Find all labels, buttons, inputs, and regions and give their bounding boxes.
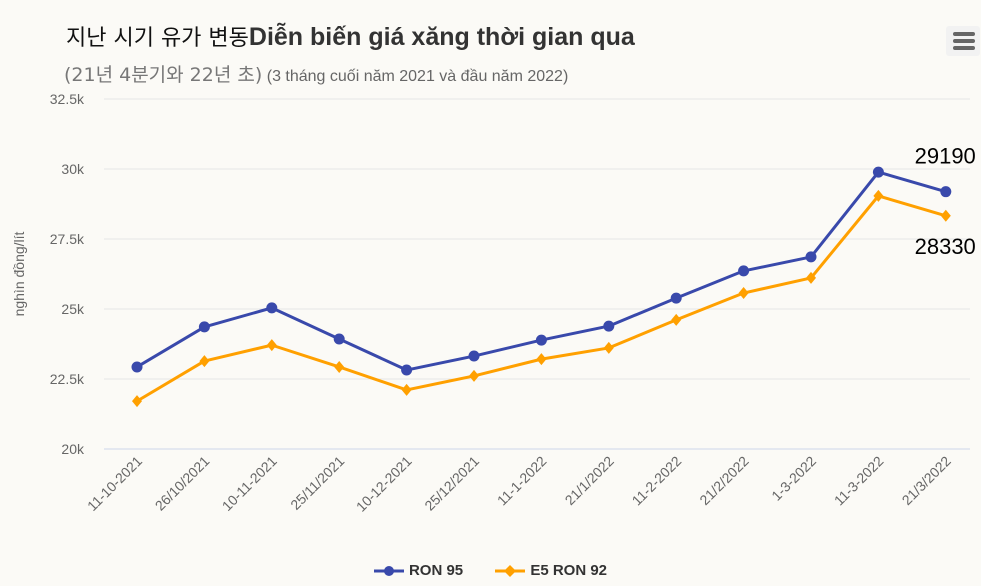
data-point — [333, 333, 345, 345]
data-point — [198, 321, 210, 333]
data-point — [603, 320, 615, 332]
data-point — [131, 361, 143, 373]
x-tick-label: 10-12-2021 — [353, 453, 415, 515]
hamburger-icon[interactable] — [946, 26, 980, 56]
data-point — [940, 209, 951, 222]
y-tick-label: 30k — [61, 161, 85, 177]
x-tick-label: 25/11/2021 — [287, 453, 347, 513]
legend-label: RON 95 — [408, 562, 464, 579]
data-point — [401, 364, 413, 376]
y-tick-label: 25k — [61, 301, 85, 317]
x-tick-label: 11-2-2022 — [629, 453, 685, 509]
data-point — [805, 251, 817, 263]
data-point — [132, 395, 142, 408]
data-point — [872, 166, 884, 178]
chart-subtitle: (21년 4분기와 22년 초) (3 tháng cuối năm 2021 … — [64, 60, 568, 87]
x-tick-label: 21/3/2022 — [899, 453, 955, 509]
x-tick-label: 11-3-2022 — [831, 453, 887, 509]
subtitle-vietnamese: (3 tháng cuối năm 2021 và đầu năm 2022) — [266, 68, 569, 85]
legend: RON 95 E5 RON 92 — [0, 562, 981, 581]
x-tick-label: 1-3-2022 — [768, 453, 819, 504]
x-tick-label: 26/10/2021 — [152, 453, 213, 514]
data-point — [469, 369, 479, 382]
y-axis-title: nghìn đồng/lít — [11, 231, 27, 316]
data-point — [671, 313, 682, 326]
legend-label: E5 RON 92 — [530, 562, 608, 579]
data-point — [806, 271, 816, 284]
data-point — [266, 302, 278, 314]
data-point — [738, 265, 750, 277]
legend-item-e5-ron92[interactable]: E5 RON 92 — [495, 562, 607, 579]
data-point — [873, 189, 884, 202]
title-korean: 지난 시기 유가 변동 — [66, 26, 249, 51]
x-tick-label: 21/1/2022 — [562, 453, 618, 509]
title-vietnamese: Diễn biến giá xăng thời gian qua — [248, 23, 635, 51]
y-tick-label: 27.5k — [50, 231, 85, 247]
data-point — [940, 186, 952, 198]
data-label: 28330 — [915, 234, 976, 259]
diamond-marker-icon — [495, 564, 526, 577]
y-tick-label: 32.5k — [50, 91, 85, 107]
subtitle-korean: (21년 4분기와 22년 초) — [64, 64, 263, 86]
x-tick-label: 10-11-2021 — [219, 453, 280, 514]
data-point — [266, 339, 277, 352]
data-label: 29190 — [915, 144, 976, 169]
circle-marker-icon — [373, 565, 404, 576]
series-line-e5-ron92 — [136, 194, 947, 403]
data-point — [738, 287, 749, 300]
chart-title: 지난 시기 유가 변동Diễn biến giá xăng thời gian … — [66, 20, 635, 52]
data-point — [468, 350, 480, 362]
data-point — [334, 360, 345, 373]
legend-item-ron95[interactable]: RON 95 — [373, 562, 464, 579]
x-tick-label: 25/12/2021 — [421, 453, 482, 514]
data-point — [535, 334, 547, 346]
data-point — [536, 353, 547, 366]
x-tick-label: 11-10-2021 — [84, 453, 145, 514]
y-tick-label: 22.5k — [50, 371, 85, 387]
data-point — [401, 383, 412, 396]
y-tick-label: 20k — [61, 441, 85, 457]
x-tick-label: 11-1-2022 — [494, 453, 550, 509]
data-point — [603, 341, 614, 354]
x-tick-label: 21/2/2022 — [696, 453, 752, 509]
data-point — [199, 355, 210, 368]
data-point — [670, 292, 682, 304]
